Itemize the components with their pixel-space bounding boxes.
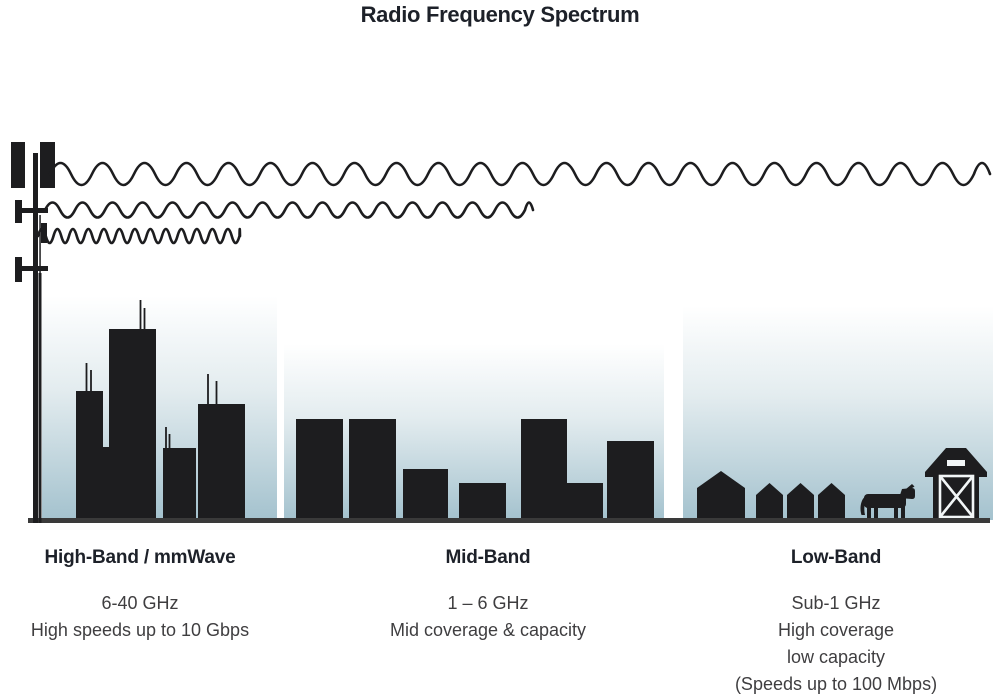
tower-mast	[33, 153, 38, 523]
skyscraper-icon	[198, 404, 245, 520]
barn-vent	[947, 460, 965, 466]
page-title: Radio Frequency Spectrum	[360, 2, 640, 27]
antenna-panel-icon	[15, 257, 22, 282]
building-icon	[521, 419, 567, 520]
band-description: High coverage	[777, 620, 895, 640]
high-band-label: High-Band / mmWave 6-40 GHz High speeds …	[0, 546, 280, 644]
house-icon	[787, 483, 814, 520]
cow-icon	[860, 484, 915, 520]
house-icon	[818, 483, 845, 520]
antenna-panel-icon	[15, 200, 22, 223]
building-icon	[607, 441, 654, 520]
low-band-scene	[697, 448, 987, 520]
tower-crossarm	[16, 266, 48, 271]
band-frequency: Sub-1 GHz	[791, 593, 881, 613]
band-heading: Low-Band	[790, 547, 882, 568]
low-frequency-wave	[48, 161, 992, 187]
house-icon	[756, 483, 783, 520]
skyscraper-icon	[101, 447, 111, 520]
band-frequency: 6-40 GHz	[101, 593, 179, 613]
building-icon	[459, 483, 506, 520]
band-description: (Speeds up to 100 Mbps)	[734, 674, 938, 694]
skyscraper-icon	[76, 391, 103, 520]
mid-frequency-wave	[43, 201, 535, 219]
barn-icon	[925, 448, 987, 520]
radio-waves	[36, 161, 992, 245]
high-frequency-wave	[36, 227, 242, 245]
antenna-panel-icon	[40, 142, 55, 188]
band-heading: Mid-Band	[445, 547, 531, 568]
antenna-panel-icon	[11, 142, 25, 188]
ground-line	[28, 518, 990, 523]
tower-mast-secondary	[38, 273, 42, 523]
house-icon	[697, 471, 745, 520]
mid-band-label: Mid-Band 1 – 6 GHz Mid coverage & capaci…	[348, 546, 628, 644]
tower-crossarm	[16, 208, 48, 213]
barn-door	[938, 474, 975, 519]
band-description: Mid coverage & capacity	[389, 620, 587, 640]
high-band-skyline	[76, 300, 245, 520]
band-description: low capacity	[786, 647, 886, 667]
band-heading: High-Band / mmWave	[44, 547, 236, 568]
building-icon	[349, 419, 396, 520]
skyscraper-icon	[109, 329, 156, 520]
building-icon	[567, 483, 603, 520]
building-icon	[296, 419, 343, 520]
band-frequency: 1 – 6 GHz	[447, 593, 529, 613]
building-icon	[403, 469, 448, 520]
band-description: High speeds up to 10 Gbps	[30, 620, 250, 640]
skyscraper-icon	[163, 448, 196, 520]
tower-cable	[39, 215, 41, 273]
low-band-label: Low-Band Sub-1 GHz High coverage low cap…	[696, 546, 976, 698]
mid-band-skyline	[296, 419, 654, 520]
